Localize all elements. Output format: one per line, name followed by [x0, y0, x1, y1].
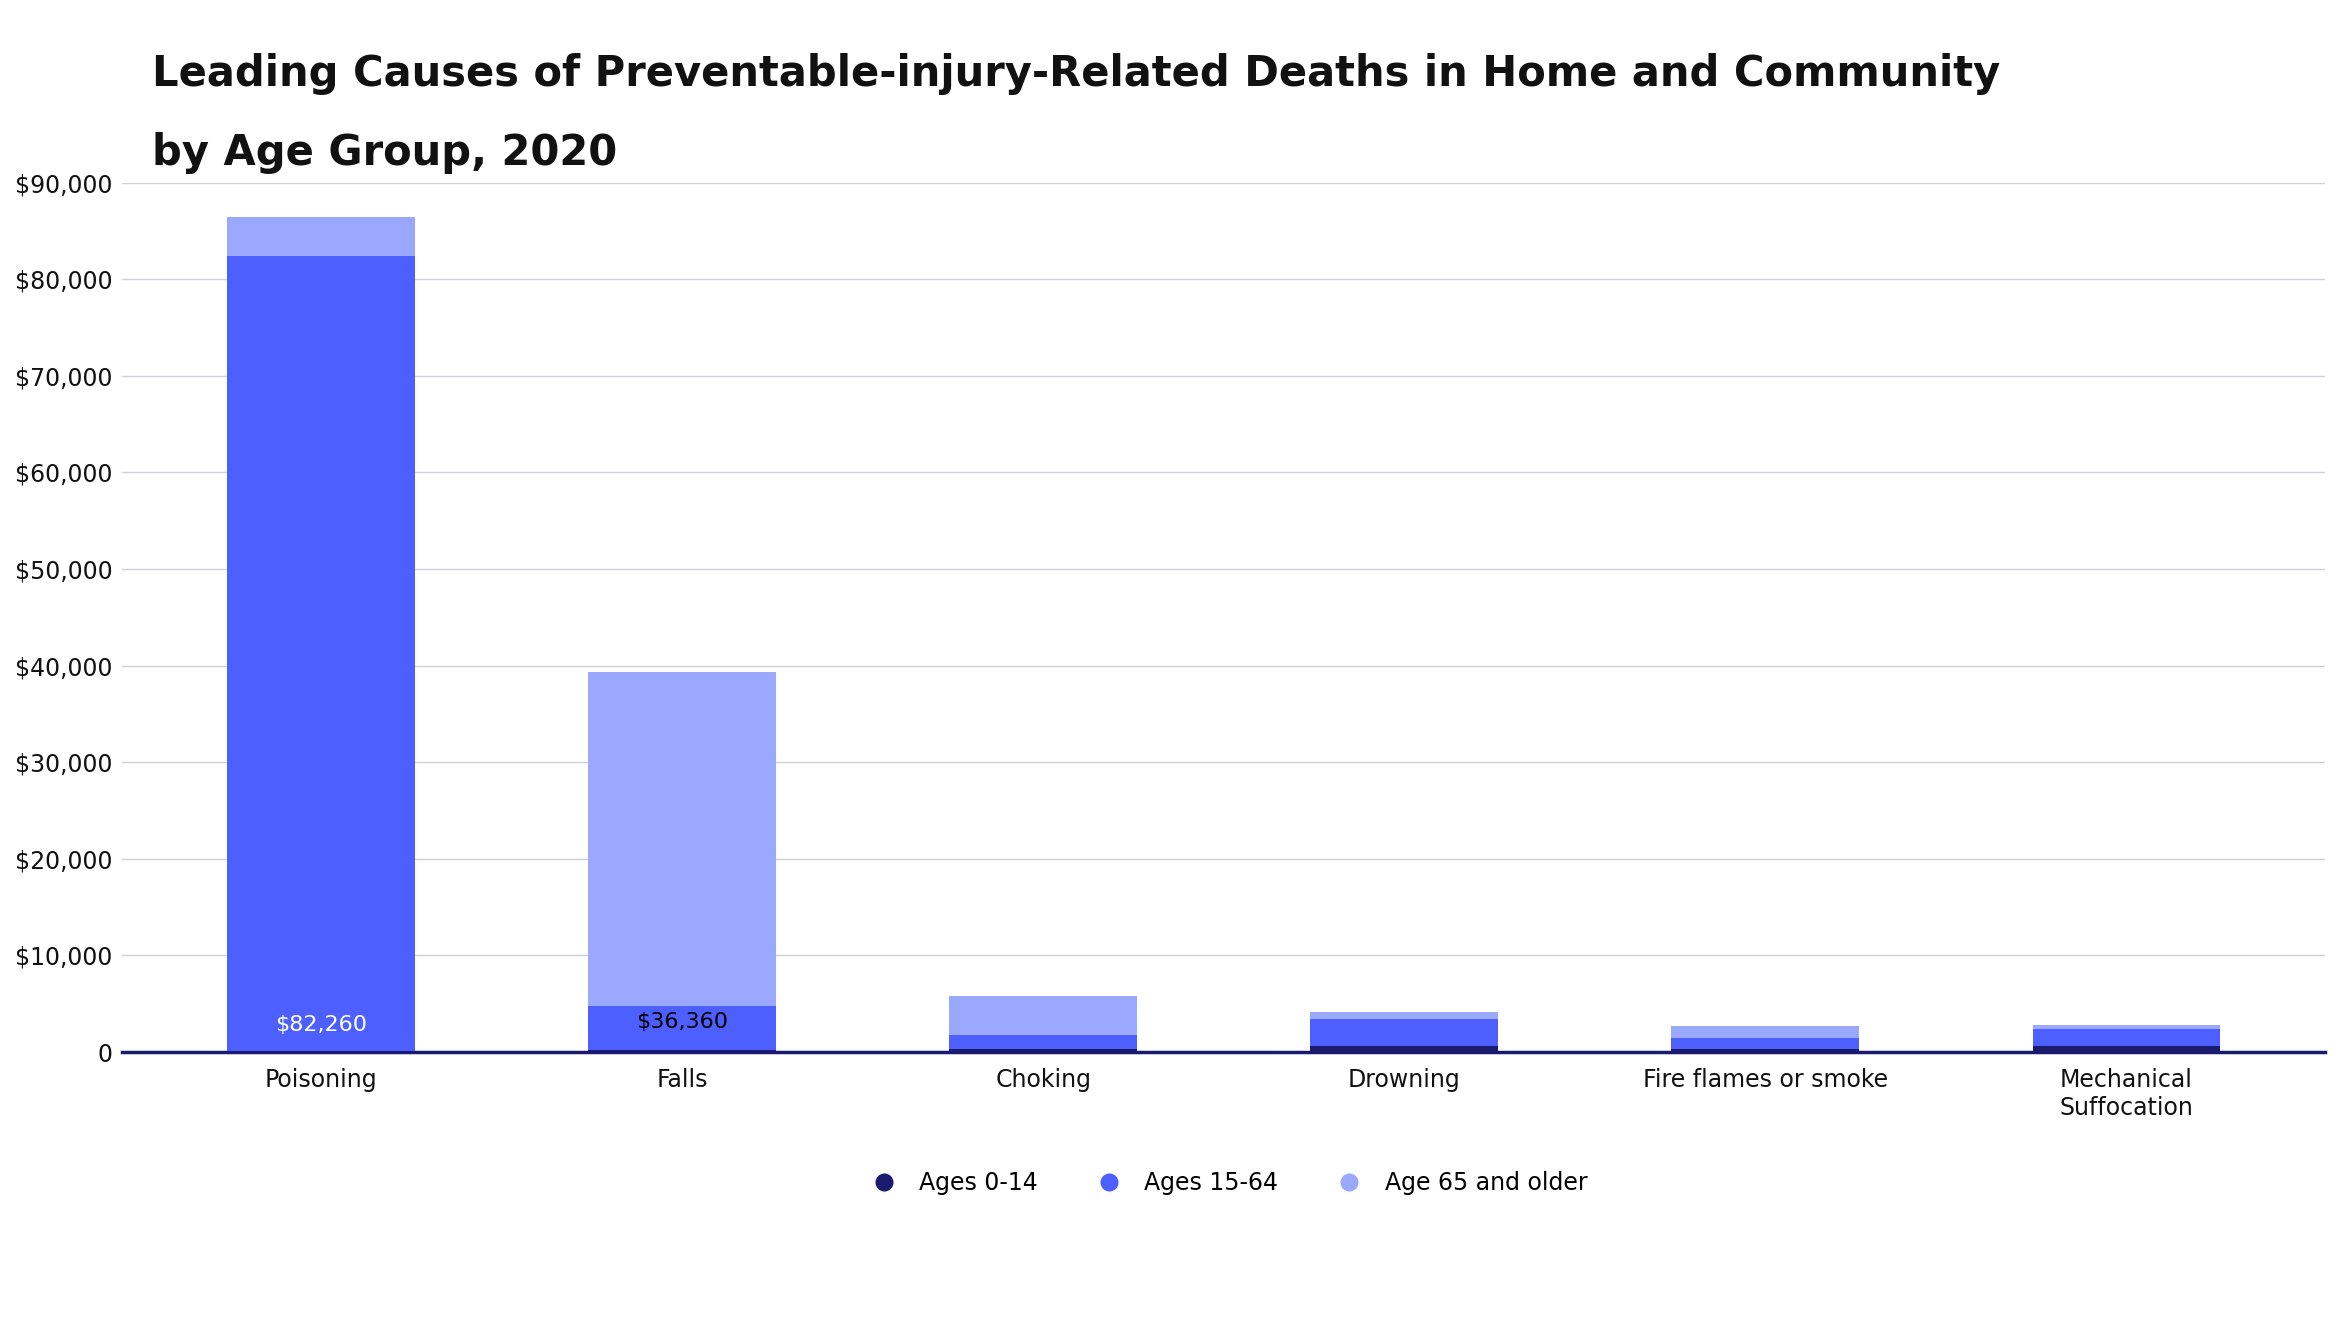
Bar — [227, 217, 414, 255]
Bar — [1671, 1026, 1860, 1038]
Text: Leading Causes of Preventable-injury-Related Deaths in Home and Community: Leading Causes of Preventable-injury-Rel… — [152, 53, 2001, 95]
Bar — [227, 1051, 414, 1052]
Bar — [2033, 1046, 2221, 1052]
Bar — [950, 1035, 1137, 1048]
Bar — [950, 1048, 1137, 1052]
Bar — [227, 255, 414, 1051]
Bar — [587, 1050, 777, 1052]
Bar — [1310, 1019, 1498, 1046]
Bar — [1671, 1038, 1860, 1050]
Bar — [1671, 1050, 1860, 1052]
Text: $36,360: $36,360 — [636, 1013, 728, 1033]
Text: by Age Group, 2020: by Age Group, 2020 — [152, 132, 618, 174]
Bar — [587, 672, 777, 1006]
Bar — [1310, 1013, 1498, 1019]
Bar — [950, 997, 1137, 1035]
Bar — [587, 1006, 777, 1050]
Legend: Ages 0-14, Ages 15-64, Age 65 and older: Ages 0-14, Ages 15-64, Age 65 and older — [849, 1159, 1598, 1208]
Text: $82,260: $82,260 — [276, 1014, 367, 1035]
Bar — [2033, 1026, 2221, 1029]
Bar — [1310, 1046, 1498, 1052]
Bar — [2033, 1029, 2221, 1046]
